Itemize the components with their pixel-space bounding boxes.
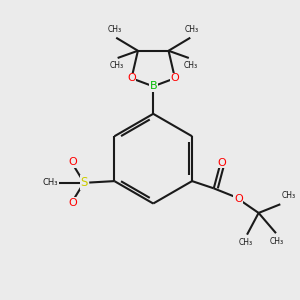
Text: CH₃: CH₃ xyxy=(109,61,123,70)
Text: O: O xyxy=(171,73,179,83)
Text: O: O xyxy=(68,198,77,208)
Text: CH₃: CH₃ xyxy=(269,237,284,246)
Text: O: O xyxy=(68,157,77,167)
Text: O: O xyxy=(218,158,226,168)
Text: CH₃: CH₃ xyxy=(282,191,296,200)
Text: O: O xyxy=(127,73,136,83)
Text: O: O xyxy=(234,194,243,204)
Text: CH₃: CH₃ xyxy=(183,61,197,70)
Text: S: S xyxy=(80,176,88,189)
Text: CH₃: CH₃ xyxy=(43,178,58,187)
Text: CH₃: CH₃ xyxy=(184,25,199,34)
Text: B: B xyxy=(149,81,157,91)
Text: CH₃: CH₃ xyxy=(108,25,122,34)
Text: CH₃: CH₃ xyxy=(238,238,253,247)
